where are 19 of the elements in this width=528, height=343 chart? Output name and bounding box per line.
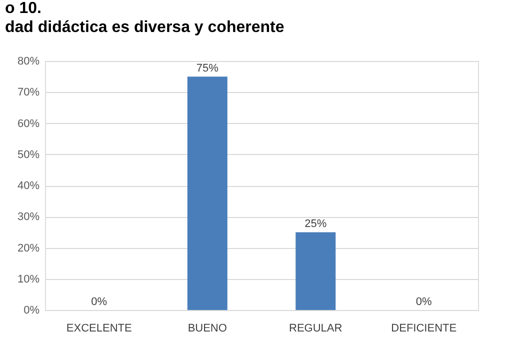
x-tick-label: REGULAR bbox=[289, 322, 342, 334]
chart-title: o 10. bbox=[5, 0, 42, 17]
x-tick-label: EXCELENTE bbox=[66, 322, 132, 334]
y-tick-label: 20% bbox=[17, 242, 40, 254]
y-tick-label: 10% bbox=[17, 273, 40, 286]
y-tick-label: 50% bbox=[17, 148, 40, 161]
y-tick-label: 30% bbox=[17, 211, 40, 224]
y-tick-label: 80% bbox=[17, 56, 40, 68]
data-label: 25% bbox=[304, 218, 327, 230]
data-label: 75% bbox=[196, 62, 219, 75]
x-tick-label: BUENO bbox=[188, 322, 228, 334]
chart-subtitle: dad didáctica es diversa y coherente bbox=[5, 19, 284, 36]
data-label: 0% bbox=[91, 296, 108, 308]
y-tick-label: 40% bbox=[17, 180, 40, 192]
y-tick-label: 60% bbox=[17, 118, 40, 130]
y-tick-label: 0% bbox=[24, 304, 40, 316]
x-tick-label: DEFICIENTE bbox=[391, 322, 457, 334]
data-label: 0% bbox=[416, 296, 432, 308]
y-tick-label: 70% bbox=[17, 86, 40, 99]
